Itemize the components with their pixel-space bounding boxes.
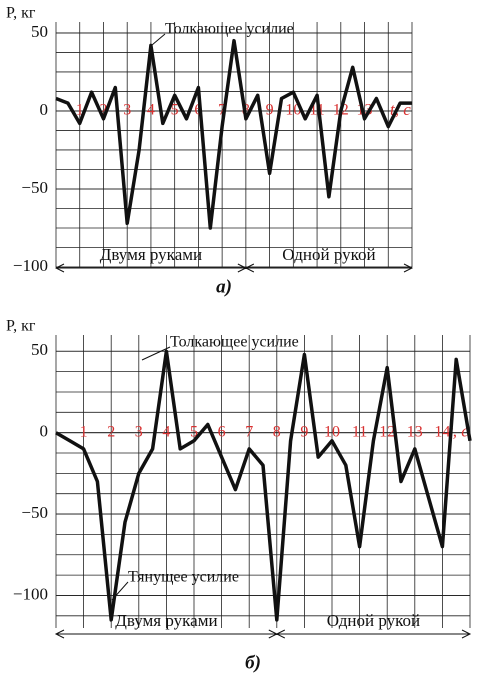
event-label: 1 xyxy=(80,423,88,440)
y-tick-label: 50 xyxy=(31,340,48,359)
event-label: 12 xyxy=(379,423,395,440)
annotation-leader xyxy=(111,581,129,601)
span-arrows xyxy=(54,629,472,639)
span-label: Двумя руками xyxy=(115,611,217,630)
event-label: 5 xyxy=(171,102,179,119)
annotation: Толкающее усилие xyxy=(165,21,294,38)
y-tick-label: 50 xyxy=(31,22,48,41)
y-tick-label: −50 xyxy=(21,178,48,197)
event-label: 10 xyxy=(324,423,340,440)
event-label: 2 xyxy=(107,423,115,440)
span-label: Одной рукой xyxy=(327,611,420,630)
caption: б) xyxy=(245,652,261,673)
span-label: Двумя руками xyxy=(100,245,202,264)
y-tick-label: −100 xyxy=(13,584,48,603)
y-tick-label: −50 xyxy=(21,503,48,522)
event-label: 3 xyxy=(135,423,143,440)
span-arrows xyxy=(54,263,414,273)
event-label: 10 xyxy=(285,102,301,119)
event-label: 3 xyxy=(123,102,131,119)
event-label: 6 xyxy=(218,423,226,440)
event-label: 2 xyxy=(99,102,107,119)
event-label: 9 xyxy=(266,102,274,119)
annotation-leader xyxy=(141,346,171,361)
y-tick-label: −100 xyxy=(13,256,48,275)
y-axis-label: P, кг xyxy=(6,318,36,335)
event-label: 9 xyxy=(300,423,308,440)
caption: а) xyxy=(216,276,232,297)
x-axis-label: t, c xyxy=(448,422,469,441)
event-label: 4 xyxy=(162,423,170,440)
event-label: 13 xyxy=(407,423,423,440)
event-label: 5 xyxy=(190,423,198,440)
y-tick-label: 0 xyxy=(40,100,49,119)
span-label: Одной рукой xyxy=(282,245,375,264)
event-label: 7 xyxy=(218,102,226,119)
event-label: 4 xyxy=(147,102,155,119)
y-axis-label: P, кг xyxy=(6,5,36,22)
event-label: 11 xyxy=(352,423,367,440)
event-label: 6 xyxy=(194,102,202,119)
event-label: 8 xyxy=(273,423,281,440)
force-curve xyxy=(55,38,412,230)
event-label: 1 xyxy=(76,102,84,119)
annotation: Толкающее усилие xyxy=(170,334,299,351)
annotation-leader xyxy=(151,33,166,46)
annotation: Тянущее усилие xyxy=(128,569,239,586)
force-curve xyxy=(55,349,472,622)
event-label: 7 xyxy=(245,423,253,440)
event-label: 14 xyxy=(434,423,450,440)
y-tick-label: 0 xyxy=(40,422,49,441)
